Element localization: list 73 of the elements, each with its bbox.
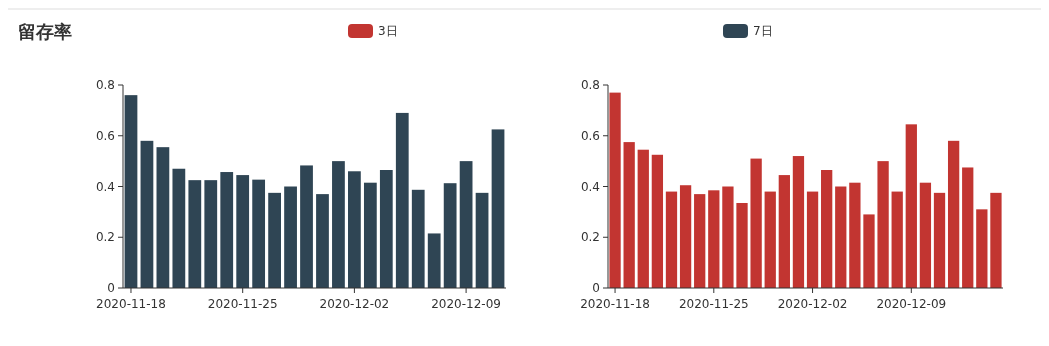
y-tick-label: 0.4 xyxy=(95,179,115,194)
bar xyxy=(363,182,377,288)
bar xyxy=(427,233,441,288)
y-tick-label: 0.8 xyxy=(95,78,115,93)
bar xyxy=(268,192,281,288)
bar xyxy=(679,185,692,288)
bar xyxy=(792,156,805,288)
y-tick-label: 0 xyxy=(107,281,115,296)
bar xyxy=(990,192,1002,288)
x-tick-label: 2020-11-18 xyxy=(96,297,166,311)
bar xyxy=(919,182,932,288)
bar xyxy=(933,192,946,288)
bar xyxy=(284,186,297,288)
bar xyxy=(722,186,734,288)
y-tick-label: 0.2 xyxy=(95,230,115,245)
bar xyxy=(764,191,776,288)
bar xyxy=(332,161,345,288)
bar xyxy=(736,202,748,288)
y-tick-label: 0.2 xyxy=(580,230,600,245)
bar xyxy=(316,194,329,288)
bar xyxy=(252,179,266,288)
bar xyxy=(806,191,819,288)
x-tick-label: 2020-12-09 xyxy=(876,297,947,311)
y-tick-label: 0 xyxy=(592,281,600,296)
bar xyxy=(962,167,974,288)
bar xyxy=(905,124,917,288)
bar xyxy=(204,180,218,288)
bar xyxy=(609,92,621,288)
bar xyxy=(708,190,720,288)
y-tick-label: 0.6 xyxy=(580,128,600,143)
x-tick-label: 2020-12-09 xyxy=(431,297,501,311)
bar xyxy=(623,142,635,288)
bar xyxy=(140,140,154,288)
bar xyxy=(891,191,903,288)
chart-title: 留存率 xyxy=(18,21,72,42)
bar xyxy=(694,194,706,288)
bar xyxy=(947,140,960,288)
bar xyxy=(849,182,861,288)
bar xyxy=(188,180,202,288)
y-tick-label: 0.4 xyxy=(580,179,600,194)
x-tick-label: 2020-12-02 xyxy=(777,297,848,311)
bar xyxy=(443,183,457,288)
y-tick-label: 0.6 xyxy=(95,128,115,143)
bar xyxy=(348,171,361,288)
bar xyxy=(379,170,393,288)
bar xyxy=(877,161,889,288)
x-tick-label: 2020-11-18 xyxy=(580,297,650,311)
x-tick-label: 2020-12-02 xyxy=(319,297,390,311)
bar xyxy=(395,112,409,288)
bar xyxy=(300,165,313,288)
bar xyxy=(863,214,875,288)
bar xyxy=(665,191,678,288)
bar xyxy=(835,186,847,288)
bar xyxy=(637,149,649,288)
x-tick-label: 2020-11-25 xyxy=(207,297,278,311)
bar xyxy=(220,172,234,288)
bar xyxy=(750,158,762,288)
bar xyxy=(778,175,790,288)
bar xyxy=(411,189,425,288)
x-tick-label: 2020-11-25 xyxy=(678,297,749,311)
legend-label: 7日 xyxy=(753,24,773,39)
bar xyxy=(236,175,250,288)
bar xyxy=(821,170,833,288)
y-tick-label: 0.8 xyxy=(580,78,600,93)
bar xyxy=(172,168,186,288)
bar xyxy=(491,129,505,288)
bar xyxy=(651,154,664,288)
bar xyxy=(124,95,138,288)
bar xyxy=(976,209,988,288)
bar xyxy=(475,192,489,288)
bar xyxy=(156,147,170,288)
legend-label: 3日 xyxy=(378,24,398,39)
bar xyxy=(459,161,473,288)
